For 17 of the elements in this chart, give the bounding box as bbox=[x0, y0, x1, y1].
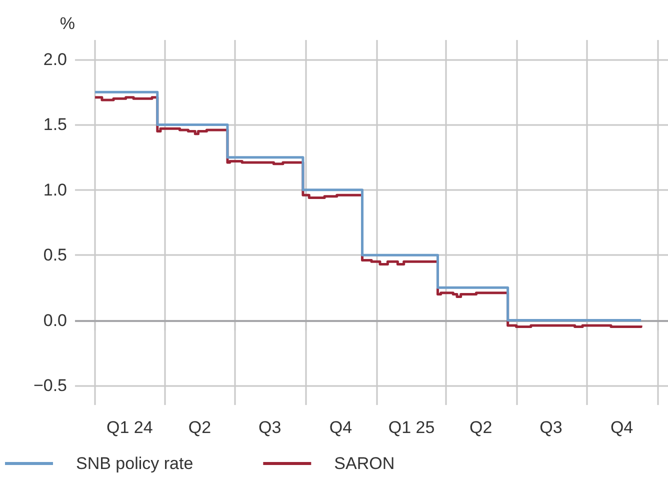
x-tick-label: Q4 bbox=[329, 418, 352, 437]
y-tick-label: 0.5 bbox=[43, 246, 67, 265]
x-tick-label: Q4 bbox=[610, 418, 634, 437]
y-axis-title: % bbox=[60, 14, 75, 33]
x-tick-label: Q1 24 bbox=[106, 418, 153, 437]
x-tick-label: Q2 bbox=[188, 418, 212, 437]
y-tick-label: −0.5 bbox=[33, 376, 67, 395]
legend-label: SARON bbox=[334, 454, 395, 473]
y-tick-label: 1.0 bbox=[43, 180, 67, 200]
x-tick-label: Q2 bbox=[470, 418, 492, 437]
x-tick-label: Q3 bbox=[540, 418, 562, 437]
y-tick-label: 0.0 bbox=[43, 310, 67, 330]
legend-label: SNB policy rate bbox=[76, 454, 194, 473]
y-tick-label: 2.0 bbox=[43, 50, 67, 70]
y-tick-label: 1.5 bbox=[43, 115, 67, 134]
x-tick-label: Q1 25 bbox=[388, 418, 435, 437]
x-tick-label: Q3 bbox=[258, 418, 282, 437]
